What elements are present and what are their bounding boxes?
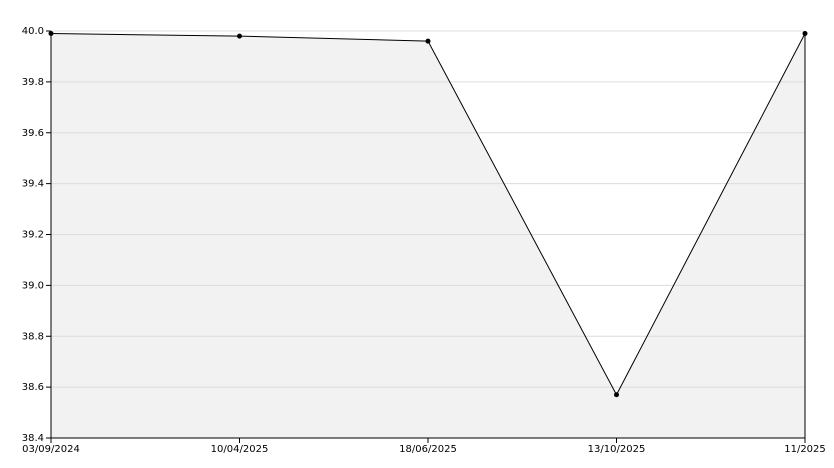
y-tick-label: 38.4: [22, 433, 44, 444]
x-tick-label: 10/04/2025: [211, 444, 269, 455]
y-tick-label: 38.8: [22, 331, 44, 342]
y-tick-label: 39.4: [22, 179, 44, 190]
y-tick-label: 39.6: [22, 128, 44, 139]
marker: [425, 38, 431, 44]
y-tick-label: 38.6: [22, 382, 44, 393]
marker: [48, 31, 54, 37]
area: [51, 33, 805, 438]
y-tick-label: 39.0: [22, 280, 44, 291]
x-tick-label: 13/10/2025: [588, 444, 646, 455]
y-tick-label: 39.8: [22, 77, 44, 88]
x-tick-label: 11/2025: [784, 444, 826, 455]
x-tick-label: 03/09/2024: [22, 444, 80, 455]
x-tick-label: 18/06/2025: [399, 444, 457, 455]
marker: [614, 392, 619, 398]
y-tick-label: 39.2: [22, 230, 44, 241]
y-tick-label: 40.0: [22, 26, 44, 37]
marker: [237, 33, 242, 39]
marker: [802, 31, 808, 37]
